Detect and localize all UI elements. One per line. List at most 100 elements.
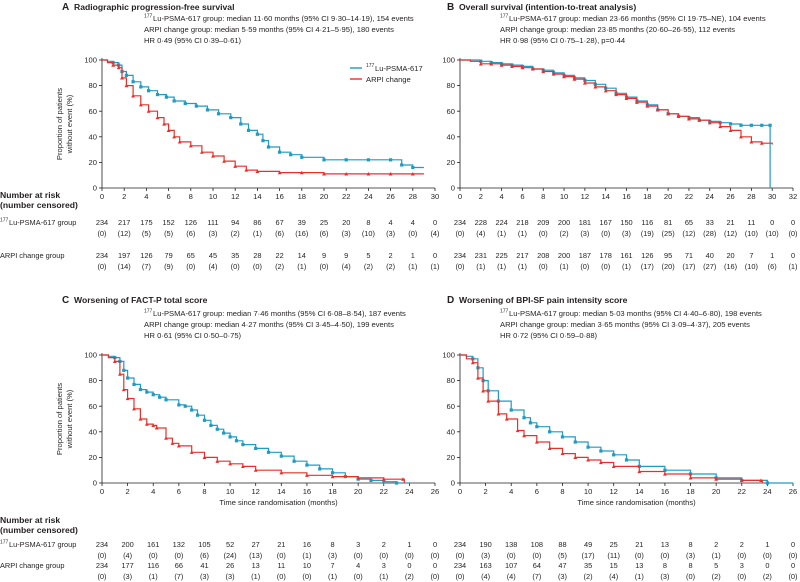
censor-mark bbox=[739, 478, 744, 483]
censor-mark bbox=[241, 443, 245, 447]
risk-lu-censored: (25) bbox=[662, 229, 675, 238]
risk-arpi-count: 0 bbox=[791, 251, 795, 260]
risk-lu-censored: (2) bbox=[560, 229, 569, 238]
risk-arpi-censored: (0) bbox=[186, 262, 195, 271]
risk-lu-censored: (11) bbox=[607, 551, 620, 560]
risk-lu-censored: (0) bbox=[97, 229, 106, 238]
censor-mark bbox=[176, 443, 181, 448]
risk-lu-count: 0 bbox=[433, 540, 437, 549]
risk-lu-count: 88 bbox=[558, 540, 566, 549]
censor-mark bbox=[200, 150, 204, 154]
risk-lu-count: 175 bbox=[140, 218, 152, 227]
risk-lu-count: 94 bbox=[231, 218, 239, 227]
risk-arpi-censored: (2) bbox=[405, 572, 414, 581]
censor-mark bbox=[164, 436, 168, 440]
risk-lu-count: 167 bbox=[600, 218, 612, 227]
risk-arpi-count: 64 bbox=[533, 561, 541, 570]
risk-lu-count: 11 bbox=[748, 218, 756, 227]
censor-mark bbox=[112, 359, 117, 363]
x-tick-label: 30 bbox=[768, 192, 776, 201]
risk-arpi-censored: (1) bbox=[408, 262, 417, 271]
x-tick-label: 14 bbox=[277, 487, 285, 496]
censor-mark bbox=[624, 458, 629, 462]
risk-lu-count: 126 bbox=[185, 218, 197, 227]
risk-lu-censored: (0) bbox=[408, 229, 417, 238]
censor-mark bbox=[510, 64, 514, 68]
censor-mark bbox=[759, 478, 763, 483]
censor-mark bbox=[388, 172, 393, 176]
censor-mark bbox=[299, 170, 304, 175]
risk-lu-censored: (4) bbox=[430, 229, 439, 238]
censor-mark bbox=[560, 435, 565, 439]
risk-lu-censored: (1) bbox=[518, 229, 527, 238]
y-tick-label: 0 bbox=[93, 184, 97, 193]
censor-mark bbox=[765, 481, 769, 485]
censor-mark bbox=[244, 168, 249, 172]
risk-arpi-count: 47 bbox=[558, 561, 566, 570]
risk-lu-count: 0 bbox=[791, 540, 795, 549]
risk-group-lu-sup: 177 bbox=[0, 540, 9, 546]
risk-arpi-censored: (20) bbox=[662, 262, 675, 271]
censor-mark bbox=[739, 123, 743, 127]
risk-arpi-censored: (0) bbox=[231, 262, 240, 271]
risk-lu-censored: (6) bbox=[319, 229, 328, 238]
censor-mark bbox=[211, 154, 215, 158]
x-tick-label: 26 bbox=[789, 487, 797, 496]
risk-arpi-count: 0 bbox=[433, 251, 437, 260]
risk-arpi-count: 2 bbox=[389, 251, 393, 260]
censor-mark bbox=[635, 100, 639, 104]
risk-lu-censored: (1) bbox=[497, 229, 506, 238]
risk-lu-censored: (0) bbox=[354, 551, 363, 560]
risk-arpi-count: 225 bbox=[495, 251, 507, 260]
risk-table-subtitle: (number censored) bbox=[0, 200, 78, 210]
censor-mark bbox=[548, 430, 552, 434]
censor-mark bbox=[612, 453, 616, 457]
censor-mark bbox=[125, 396, 130, 401]
arpi-survival-curve bbox=[460, 354, 763, 483]
y-tick-label: 40 bbox=[89, 132, 97, 141]
x-tick-label: 18 bbox=[328, 487, 336, 496]
panel-d: D Worsening of BPI-SF pain intensity scor… bbox=[442, 295, 797, 581]
annotation-sup: 177 bbox=[144, 309, 153, 315]
censor-mark bbox=[164, 95, 168, 99]
risk-arpi-count: 95 bbox=[664, 251, 672, 260]
risk-lu-censored: (1) bbox=[302, 551, 311, 560]
risk-lu-censored: (17) bbox=[581, 551, 594, 560]
y-tick-label: 100 bbox=[442, 351, 455, 360]
censor-mark bbox=[216, 112, 221, 116]
risk-arpi-count: 40 bbox=[706, 251, 714, 260]
risk-lu-censored: (5) bbox=[142, 229, 151, 238]
risk-lu-censored: (4) bbox=[476, 229, 485, 238]
x-tick-label: 6 bbox=[177, 487, 181, 496]
risk-arpi-count: 13 bbox=[252, 561, 260, 570]
risk-arpi-count: 13 bbox=[635, 561, 643, 570]
censor-mark bbox=[389, 158, 393, 162]
censor-mark bbox=[586, 445, 590, 449]
risk-lu-count: 81 bbox=[664, 218, 672, 227]
censor-mark bbox=[172, 134, 177, 139]
risk-lu-censored: (5) bbox=[558, 551, 567, 560]
risk-lu-censored: (0) bbox=[149, 551, 158, 560]
censor-mark bbox=[522, 416, 526, 420]
risk-arpi-censored: (17) bbox=[682, 262, 695, 271]
risk-arpi-censored: (1) bbox=[328, 572, 337, 581]
risk-group-arpi-label: ARPI change group bbox=[0, 561, 65, 570]
censor-mark bbox=[707, 120, 712, 125]
risk-arpi-count: 79 bbox=[164, 251, 172, 260]
lu-psma-survival-curve bbox=[460, 59, 771, 188]
risk-lu-count: 52 bbox=[226, 540, 234, 549]
censor-mark bbox=[111, 63, 115, 67]
censor-mark bbox=[279, 470, 284, 475]
risk-lu-count: 2 bbox=[714, 540, 718, 549]
risk-arpi-censored: (7) bbox=[532, 572, 541, 581]
risk-arpi-censored: (2) bbox=[275, 262, 284, 271]
annotation-sup: 177 bbox=[500, 309, 509, 315]
censor-mark bbox=[573, 455, 578, 459]
risk-arpi-censored: (0) bbox=[319, 262, 328, 271]
risk-arpi-count: 7 bbox=[749, 251, 753, 260]
x-tick-label: 0 bbox=[100, 487, 104, 496]
panel-title: Worsening of BPI-SF pain intensity score bbox=[459, 295, 628, 305]
x-tick-label: 24 bbox=[364, 192, 372, 201]
y-tick-label: 0 bbox=[451, 479, 455, 488]
censor-mark bbox=[411, 165, 415, 170]
